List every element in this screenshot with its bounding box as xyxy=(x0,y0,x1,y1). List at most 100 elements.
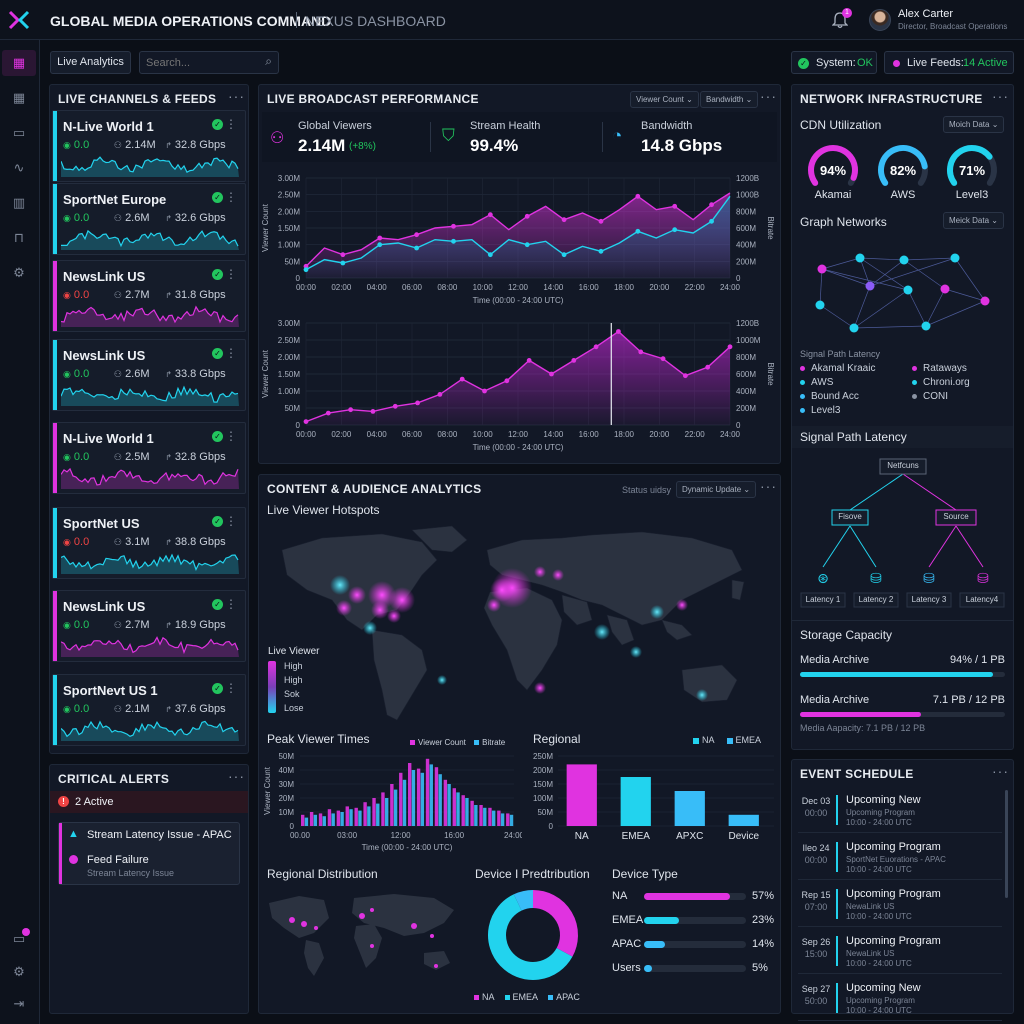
kebab-menu-icon[interactable]: ⋮ xyxy=(225,117,237,131)
storage-title: Storage Capacity xyxy=(800,628,893,642)
users-icon: ⚇ xyxy=(113,452,122,462)
channel-card[interactable]: SportNet Europe ✓ ⋮ ◉ 0.0 ⚇ 2.6M ↱ 32.6 Gbps xyxy=(52,183,246,255)
event-row[interactable]: Sep 27 50:00 Upcoming New Upcoming Program 1… xyxy=(798,977,1002,1021)
bandwidth-icon: ↱ xyxy=(165,621,172,630)
grid-icon[interactable]: ▦ xyxy=(12,55,26,70)
event-row[interactable]: Rep 15 07:00 Upcoming Program NewaLink US 10… xyxy=(798,883,1002,927)
channel-bandwidth: 31.8 Gbps xyxy=(174,289,226,301)
bar-chart-icon[interactable]: ▥ xyxy=(12,195,26,210)
content-menu-button[interactable]: ··· xyxy=(760,478,777,494)
bandwidth-icon: ↱ xyxy=(165,370,172,379)
infra-menu-button[interactable]: ··· xyxy=(992,88,1009,104)
broadcast-menu-button[interactable]: ··· xyxy=(760,88,777,104)
axis-tick-label: 16:00 xyxy=(444,831,465,840)
channels-menu-button[interactable]: ··· xyxy=(228,88,245,104)
cdn-dropdown[interactable]: Moich Data ⌄ xyxy=(943,116,1005,133)
events-scrollbar[interactable] xyxy=(1005,790,1008,898)
tree-root-label[interactable]: Netfcuns xyxy=(887,461,919,470)
peak-legend: Viewer Count Bitrate xyxy=(410,738,505,747)
kebab-menu-icon[interactable]: ⋮ xyxy=(225,514,237,528)
channel-card[interactable]: NewsLink US ✓ ⋮ ◉ 0.0 ⚇ 2.6M ↱ 33.8 Gbps xyxy=(52,339,246,411)
inbox-icon[interactable]: ▭ xyxy=(12,931,26,946)
event-row[interactable]: Dec 03 00:00 Upcoming New Upcoming Program 1… xyxy=(798,789,1002,833)
gear-icon[interactable]: ⚙ xyxy=(13,265,25,280)
settings-icon[interactable]: ⚙ xyxy=(13,964,25,979)
bar xyxy=(349,809,353,826)
icon-sidebar xyxy=(0,40,40,1024)
search-input[interactable] xyxy=(146,55,256,70)
dynamic-update-dropdown[interactable]: Dynamic Update ⌄ xyxy=(676,481,757,498)
live-analytics-button[interactable]: Live Analytics xyxy=(50,51,131,74)
tree-right-label[interactable]: Source xyxy=(943,512,969,521)
alerts-menu-button[interactable]: ··· xyxy=(228,768,245,784)
event-row[interactable]: Ileo 24 00:00 Upcoming Program SportNet Euo… xyxy=(798,836,1002,880)
kebab-menu-icon[interactable]: ⋮ xyxy=(225,681,237,695)
logout-icon[interactable]: ⇥ xyxy=(13,996,25,1011)
channel-card[interactable]: NewsLink US ✓ ⋮ ◉ 0.0 ⚇ 2.7M ↱ 18.9 Gbps xyxy=(52,590,246,662)
axis-tick-label: 08:00 xyxy=(437,430,458,439)
channel-card[interactable]: SportNet US ✓ ⋮ ◉ 0.0 ⚇ 3.1M ↱ 38.8 Gbps xyxy=(52,507,246,579)
kebab-menu-icon[interactable]: ⋮ xyxy=(225,267,237,281)
axis-tick-label: 0 xyxy=(296,421,301,430)
x-axis-label: Time (00:00 - 24:00 UTC) xyxy=(362,843,453,852)
bar xyxy=(327,809,332,826)
graph-dropdown[interactable]: Meick Data ⌄ xyxy=(943,212,1004,229)
network-legend-item: Akamal Kraaic xyxy=(800,363,875,374)
bandwidth-icon: ↱ xyxy=(165,291,172,300)
data-point xyxy=(451,223,456,229)
gauge-fill xyxy=(947,145,993,186)
bar xyxy=(416,768,421,826)
channel-card[interactable]: NewsLink US ✓ ⋮ ◉ 0.0 ⚇ 2.7M ↱ 31.8 Gbps xyxy=(52,260,246,332)
legend-dot xyxy=(912,379,917,385)
channel-viewers: 2.6M xyxy=(125,368,150,380)
nexus-logo-icon[interactable] xyxy=(8,10,30,30)
event-sub: Upcoming Program 10:00 - 24:00 UTC xyxy=(846,808,915,827)
users-icon: ⚇ xyxy=(113,290,122,300)
axis-tick-label: 1200B xyxy=(736,174,759,183)
event-row[interactable]: Sep 26 15:00 Upcoming Program NewaLink US 10… xyxy=(798,930,1002,974)
kebab-menu-icon[interactable]: ⋮ xyxy=(225,597,237,611)
channel-card[interactable]: SportNevt US 1 ✓ ⋮ ◉ 0.0 ⚇ 2.1M ↱ 37.6 Gbps xyxy=(52,674,246,746)
bandwidth-dropdown[interactable]: Bandwidth ⌄ xyxy=(700,91,759,108)
live-feeds-status: Live Feeds: 14 Active xyxy=(884,51,1014,74)
kebab-menu-icon[interactable]: ⋮ xyxy=(225,429,237,443)
bookmark-icon[interactable]: ⊓ xyxy=(13,230,25,245)
storage-section-divider xyxy=(792,620,1013,621)
axis-tick-label: 02:00 xyxy=(331,430,352,439)
icon-glyph: ⛁ xyxy=(977,571,989,587)
channel-delta: 0.0 xyxy=(73,536,90,548)
kebab-menu-icon[interactable]: ⋮ xyxy=(225,346,237,360)
latency-3-label[interactable]: Latency 3 xyxy=(911,595,947,604)
kebab-menu-icon[interactable]: ⋮ xyxy=(225,190,237,204)
events-menu-button[interactable]: ··· xyxy=(992,763,1009,779)
bar xyxy=(474,805,478,826)
pulse-icon[interactable]: ∿ xyxy=(13,160,25,175)
channel-accent xyxy=(53,340,57,410)
y-axis-label: Viewer Count xyxy=(263,766,272,815)
broadcast-chart-bottom: 0 0 50M 200M 1.00M 400M 1.50M 600M 2.00M 800M 2.50… xyxy=(261,319,775,452)
data-point xyxy=(549,371,554,377)
channel-card[interactable]: N-Live World 1 ✓ ⋮ ◉ 0.0 ⚇ 2.14M ↱ 32.8 Gbps xyxy=(52,110,246,182)
monitor-icon[interactable]: ▭ xyxy=(12,125,26,140)
alert-item-1[interactable]: Stream Latency Issue - APAC xyxy=(87,829,232,841)
channel-card[interactable]: N-Live World 1 ✓ ⋮ ◉ 0.0 ⚇ 2.5M ↱ 32.8 Gbps xyxy=(52,422,246,494)
alert-item-2[interactable]: Feed Failure xyxy=(87,854,149,866)
channel-viewers: 2.5M xyxy=(125,451,150,463)
kpi-bandwidth-value: 14.8 Gbps xyxy=(641,136,723,155)
spl-title: Signal Path Latency xyxy=(800,430,907,444)
channel-delta: 0.0 xyxy=(73,703,90,715)
tree-left-label[interactable]: Fisove xyxy=(838,512,862,521)
latency-4-label[interactable]: Latency4 xyxy=(965,595,999,604)
avatar[interactable] xyxy=(869,9,891,31)
latency-1-label[interactable]: Latency 1 xyxy=(805,595,841,604)
apps-icon[interactable]: ▦ xyxy=(12,90,26,105)
search-icon[interactable]: ⌕ xyxy=(265,54,272,68)
viewer-count-dropdown[interactable]: Viewer Count ⌄ xyxy=(630,91,699,108)
gauge-value: 82% xyxy=(890,163,916,178)
latency-2-label[interactable]: Latency 2 xyxy=(858,595,894,604)
infra-title: NETWORK INFRASTRUCTURE xyxy=(800,92,983,106)
data-point xyxy=(672,227,678,233)
regional-legend: NA EMEA xyxy=(693,735,761,745)
check-icon: ✓ xyxy=(212,599,223,610)
event-title: Upcoming New xyxy=(846,794,921,806)
